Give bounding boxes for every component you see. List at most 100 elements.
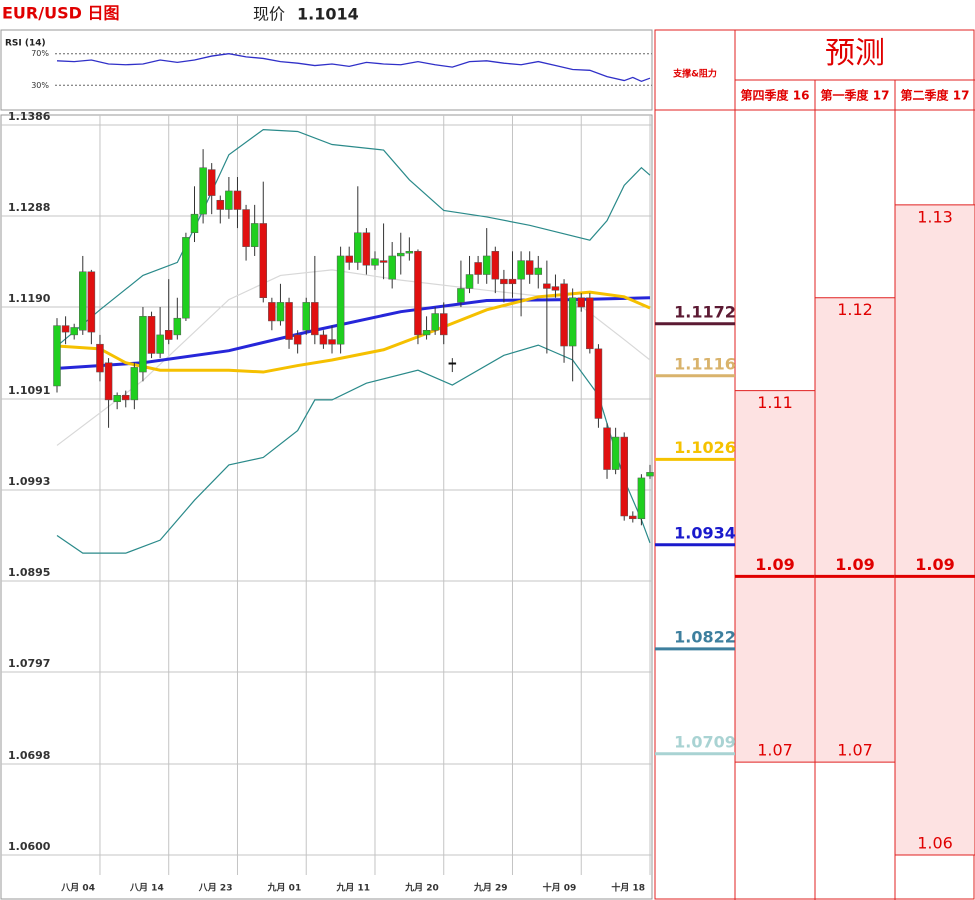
overlay-line [56, 129, 651, 347]
x-tick-label: 九月 01 [267, 882, 302, 894]
candle-body [629, 515, 637, 520]
candle-body [577, 297, 585, 308]
candle-body [568, 297, 577, 347]
candle-body [199, 167, 207, 215]
column-header: 第二季度 17 [901, 88, 970, 103]
candle-body [620, 436, 628, 517]
candle-body [611, 436, 620, 470]
y-tick-label: 1.1091 [8, 384, 50, 397]
forecast-mid-label: 1.09 [915, 555, 954, 574]
x-tick-label: 九月 20 [404, 882, 439, 894]
candle-body [70, 327, 78, 336]
candle-body [79, 271, 87, 331]
level-label: 1.0822 [674, 627, 736, 646]
y-tick-label: 1.0698 [8, 749, 50, 762]
candle-body [190, 213, 199, 233]
candle-body [594, 348, 603, 419]
level-label: 1.1116 [674, 354, 736, 373]
candle-body [491, 251, 500, 280]
rsi-title: RSI (14) [5, 39, 46, 49]
candle-body [225, 190, 233, 210]
level-label: 1.0934 [674, 523, 736, 542]
candle-body [388, 255, 396, 280]
candle-body [525, 260, 534, 275]
candle-body [422, 330, 431, 336]
candle-body [276, 302, 285, 322]
candle-body [233, 190, 242, 210]
candle-body [242, 209, 250, 247]
x-tick-label: 十月 18 [611, 882, 645, 894]
candle-body [268, 302, 276, 322]
candle-body [173, 317, 182, 336]
candle-body [586, 297, 594, 350]
candle-body [259, 223, 268, 298]
candle-body [560, 283, 568, 347]
candle-body [311, 302, 319, 336]
candle-body [164, 330, 173, 340]
overlay-line [56, 344, 651, 554]
candle-body [543, 283, 551, 289]
candle-body [379, 260, 388, 263]
candle-body [336, 255, 345, 345]
candle-body [482, 255, 491, 275]
forecast-range [814, 297, 896, 763]
levels-header: 支撑&阻力 [672, 68, 717, 80]
x-tick-label: 八月 14 [129, 883, 164, 894]
forecast-mid-label: 1.09 [835, 555, 874, 574]
candle-body [61, 325, 70, 333]
candle-body [517, 260, 525, 280]
column-header: 第一季度 17 [821, 88, 890, 103]
price-label: 现价 [253, 5, 285, 24]
level-label: 1.1026 [674, 438, 736, 457]
forecast-high-label: 1.13 [917, 207, 953, 226]
x-tick-label: 九月 11 [335, 882, 370, 894]
main-frame [0, 114, 653, 900]
y-tick-label: 1.1386 [8, 110, 51, 123]
candle-body [182, 237, 190, 319]
candle-body [216, 199, 225, 210]
candle-body [414, 251, 422, 336]
candle-body [345, 255, 353, 263]
rsi-tick-label: 70% [31, 49, 49, 58]
overlay-line [56, 296, 651, 370]
candle-body [431, 313, 439, 331]
level-label: 1.1172 [674, 302, 736, 321]
y-tick-label: 1.0600 [8, 840, 51, 853]
candle-body [207, 169, 216, 196]
candle-body [371, 258, 379, 266]
price: 1.1014 [297, 5, 359, 24]
candle-body [465, 274, 474, 289]
candle-body [354, 232, 362, 263]
candle-body [405, 251, 414, 254]
candle-body [87, 271, 96, 333]
candle-body [285, 302, 293, 340]
y-tick-label: 1.1190 [8, 292, 51, 305]
candle-body [130, 367, 139, 401]
candle-body [603, 427, 611, 470]
candle-body [53, 325, 61, 387]
candle-body [113, 395, 121, 403]
candle-body [96, 343, 104, 373]
chart-title: EUR/USD 日图 [2, 4, 119, 23]
x-tick-label: 八月 04 [60, 883, 95, 894]
y-tick-label: 1.0797 [8, 657, 50, 670]
candle-body [457, 288, 465, 303]
forecast-high-label: 1.12 [837, 300, 873, 319]
candle-body [328, 339, 336, 345]
candle-body [500, 278, 508, 285]
candle-body [439, 313, 448, 336]
candle-body [147, 316, 156, 354]
candle-body [362, 232, 371, 266]
candle-body [534, 267, 543, 275]
x-tick-label: 十月 09 [543, 882, 577, 894]
y-tick-label: 1.0895 [8, 566, 50, 579]
candle-body [122, 395, 130, 401]
candle-body [637, 477, 646, 520]
candle-body [156, 334, 164, 354]
forecast-low-label: 1.07 [757, 741, 793, 760]
candle-body [293, 334, 302, 345]
rsi-line [56, 53, 651, 83]
rsi-frame [0, 29, 653, 111]
column-header: 第四季度 16 [741, 88, 810, 103]
